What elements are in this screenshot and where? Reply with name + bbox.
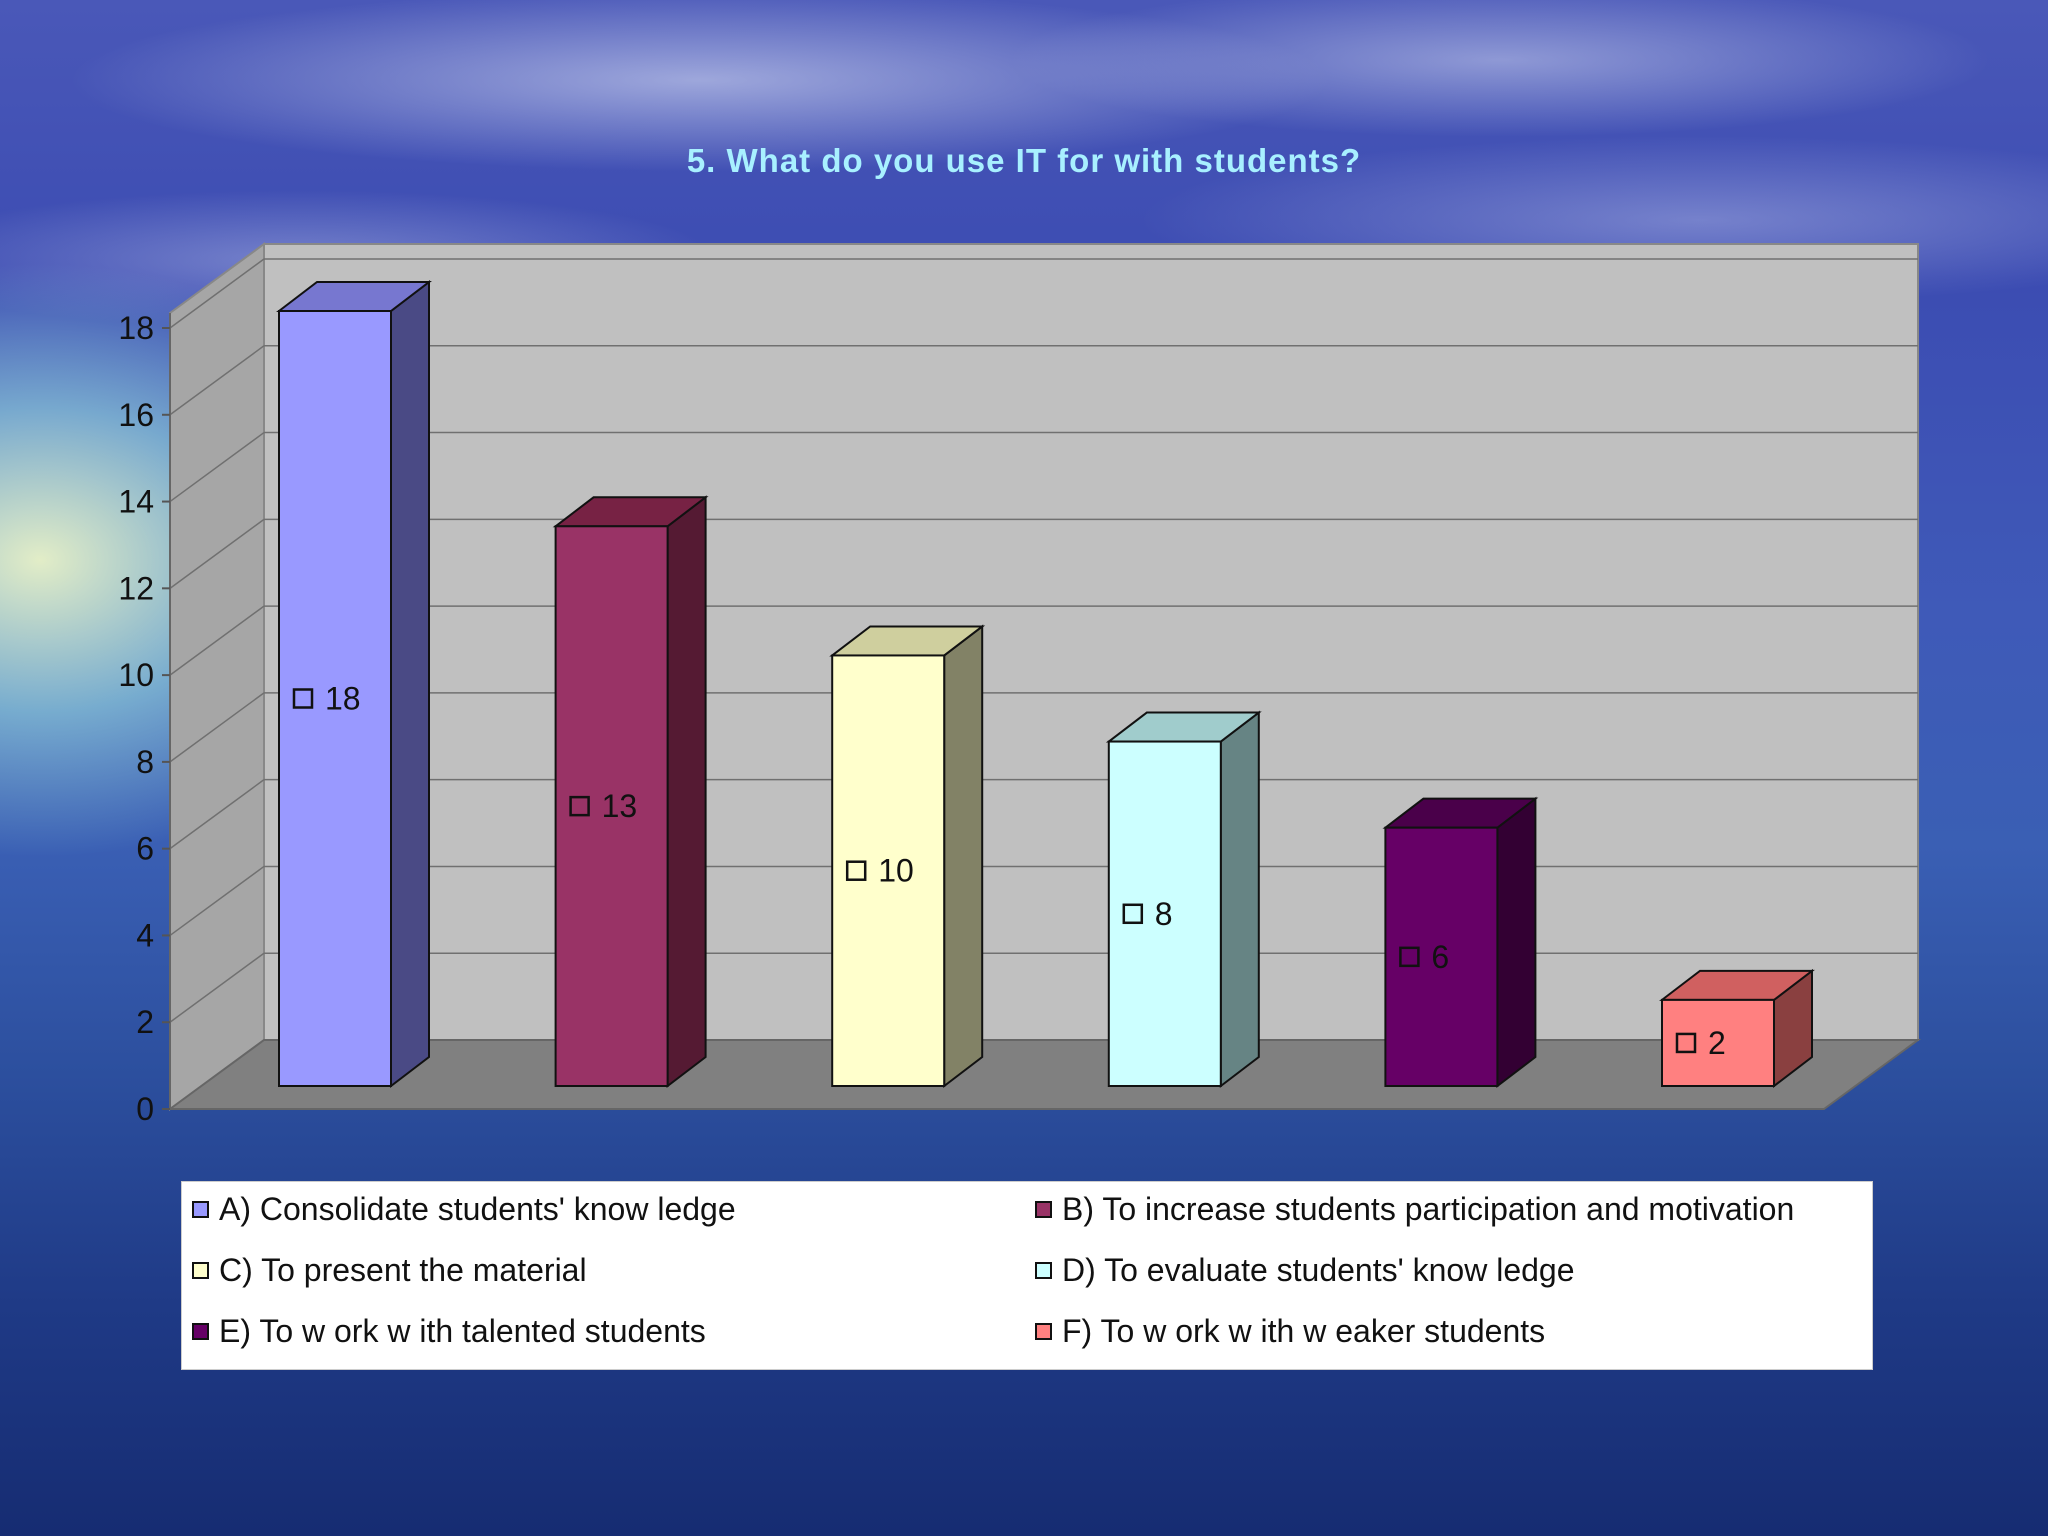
y-tick-label: 6 [136, 831, 154, 867]
bar-side [1219, 710, 1260, 1089]
data-label: 13 [602, 788, 638, 824]
data-label: 10 [878, 853, 914, 889]
legend-swatch [192, 1322, 209, 1340]
legend-label: E) To w ork w ith talented students [219, 1312, 706, 1349]
data-label-marker [1122, 903, 1144, 925]
gridline-side [169, 605, 265, 676]
gridline-side [169, 518, 265, 589]
y-tick-label: 2 [136, 1004, 154, 1040]
bar-front [1107, 740, 1222, 1087]
bar-front [1384, 826, 1499, 1088]
bar-front [278, 310, 392, 1087]
legend-label: D) To evaluate students' know ledge [1062, 1251, 1575, 1288]
chart-title: 5. What do you use IT for with students? [686, 142, 1362, 179]
gridline-side [169, 345, 265, 416]
y-tick-label: 4 [136, 917, 154, 953]
data-label-marker [1675, 1032, 1697, 1054]
gridline-side [169, 865, 265, 937]
bar-b: 13 [552, 495, 709, 1089]
legend-item: E) To w ork w ith talented students [192, 1311, 706, 1351]
y-tick-label: 14 [118, 484, 154, 520]
bar-front [831, 654, 946, 1087]
legend-item: C) To present the material [192, 1250, 587, 1290]
bar-side [390, 279, 430, 1089]
gridline-side [169, 779, 265, 850]
legend-swatch [192, 1261, 209, 1279]
data-label-marker [569, 795, 590, 817]
gridline-side [169, 952, 265, 1023]
back-wall [263, 243, 1919, 1041]
y-tick-label: 0 [136, 1091, 154, 1127]
bar-side [943, 624, 984, 1089]
bar-a: 18 [276, 279, 432, 1089]
y-tick-label: 12 [118, 570, 154, 606]
data-label: 6 [1431, 939, 1449, 975]
y-tick-label: 18 [118, 310, 154, 346]
data-label-marker [292, 688, 314, 709]
bar-c: 10 [829, 624, 986, 1089]
side-wall [169, 242, 265, 1111]
legend-item: A) Consolidate students' know ledge [192, 1189, 736, 1229]
legend-item: B) To increase students participation an… [1035, 1189, 1794, 1229]
y-tick-label: 16 [118, 397, 154, 433]
data-label: 18 [325, 681, 361, 717]
legend-swatch [1035, 1322, 1052, 1340]
gridline-side [169, 431, 265, 503]
y-tick-label: 8 [136, 744, 154, 780]
legend-label: F) To w ork w ith w eaker students [1062, 1312, 1546, 1349]
legend-swatch [1035, 1261, 1052, 1279]
bar-side [666, 495, 707, 1089]
data-label-marker [845, 860, 867, 881]
bar-front [554, 525, 669, 1087]
chart-legend: A) Consolidate students' know ledge B) To… [181, 1181, 1873, 1370]
legend-item: F) To w ork w ith w eaker students [1035, 1311, 1545, 1351]
data-label: 2 [1708, 1025, 1726, 1061]
legend-label: B) To increase students participation an… [1062, 1190, 1795, 1227]
data-label-marker [1399, 946, 1420, 968]
data-label: 8 [1155, 896, 1173, 932]
gridline-side [169, 692, 265, 763]
bar-side [1496, 796, 1537, 1089]
legend-swatch [192, 1200, 209, 1218]
legend-swatch [1035, 1200, 1052, 1218]
bar-d: 8 [1105, 710, 1262, 1089]
gridline-side [169, 258, 265, 329]
bar-f: 2 [1659, 968, 1815, 1089]
chart-floor [166, 1039, 1922, 1110]
legend-item: D) To evaluate students' know ledge [1035, 1250, 1575, 1290]
legend-label: A) Consolidate students' know ledge [219, 1190, 736, 1227]
y-tick-label: 10 [118, 657, 154, 693]
bar-e: 6 [1382, 796, 1539, 1089]
legend-label: C) To present the material [219, 1251, 587, 1288]
bar-front [1661, 998, 1775, 1088]
